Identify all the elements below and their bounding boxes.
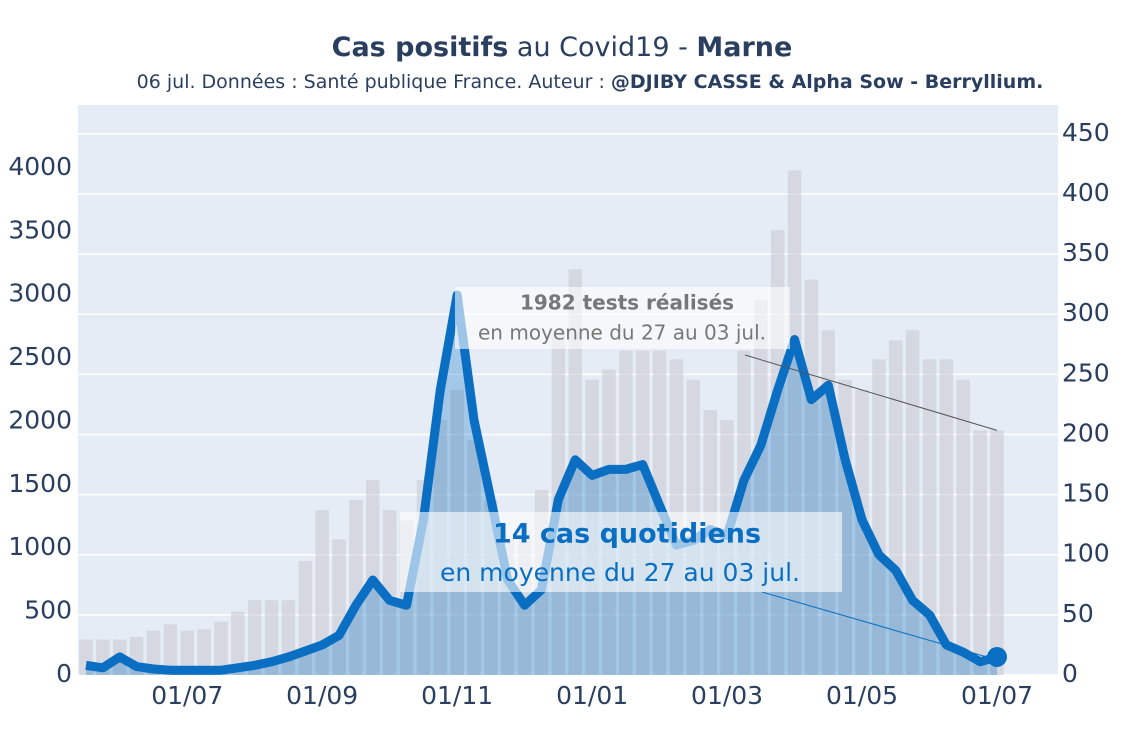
annotation-text: en moyenne du 27 au 03 jul. (478, 321, 766, 345)
y2-tick-label: 150 (1062, 479, 1110, 508)
subtitle-part: 06 jul. Données : Santé publique France.… (137, 71, 611, 93)
annotation-box (400, 512, 842, 592)
x-tick-label: 01/03 (691, 681, 763, 710)
y2-tick-label: 50 (1062, 599, 1094, 628)
y2-tick-label: 450 (1062, 118, 1110, 147)
y-tick-label: 500 (24, 596, 72, 625)
y2-tick-label: 200 (1062, 418, 1110, 447)
title-part: Cas positifs (332, 32, 509, 63)
y2-tick-label: 350 (1062, 238, 1110, 267)
test-bar (315, 510, 329, 675)
y-tick-label: 1500 (8, 469, 72, 498)
test-bar (922, 359, 937, 675)
y-tick-label: 1000 (8, 532, 72, 561)
x-tick-label: 01/07 (151, 681, 223, 710)
last-point (987, 646, 1007, 667)
y-tick-label: 2500 (8, 342, 72, 371)
annotation-title: 1982 tests réalisés (520, 291, 734, 315)
y-tick-label: 4000 (8, 152, 72, 181)
subtitle-part: @DJIBY CASSE & Alpha Sow - Berryllium. (611, 71, 1043, 93)
annotation-box (455, 287, 790, 349)
title-part: au Covid19 - (508, 32, 696, 63)
test-bar (349, 500, 363, 675)
title-part: Marne (696, 32, 792, 63)
test-bar (163, 624, 178, 675)
annotation-title: 14 cas quotidiens (493, 519, 761, 550)
annotation-text: en moyenne du 27 au 03 jul. (440, 558, 800, 587)
y2-tick-label: 250 (1062, 358, 1110, 387)
x-tick-label: 01/01 (556, 681, 628, 710)
y2-tick-label: 400 (1062, 178, 1110, 207)
y-tick-label: 2000 (8, 405, 72, 434)
y2-tick-label: 100 (1062, 539, 1110, 568)
x-tick-label: 01/09 (286, 681, 358, 710)
test-bar (197, 629, 211, 675)
test-bar (872, 359, 886, 675)
y2-tick-label: 300 (1062, 298, 1110, 327)
test-bar (855, 389, 869, 675)
x-tick-label: 01/05 (826, 681, 898, 710)
x-tick-label: 01/11 (421, 681, 493, 710)
test-bar (973, 430, 987, 675)
test-bar (146, 630, 161, 675)
test-bar (889, 340, 903, 675)
test-bar (990, 430, 1004, 675)
test-bar (247, 600, 262, 675)
test-bar (231, 611, 245, 675)
test-bar (956, 379, 971, 675)
x-tick-label: 01/07 (961, 681, 1033, 710)
annotation-arrow (761, 591, 988, 658)
test-bar (214, 621, 228, 675)
y-tick-label: 3500 (8, 215, 72, 244)
chart-subtitle: 06 jul. Données : Santé publique France.… (137, 71, 1044, 93)
annotation-arrow (744, 354, 998, 431)
test-bar (180, 630, 194, 675)
chart-title: Cas positifs au Covid19 - Marne (332, 32, 793, 63)
y2-tick-label: 0 (1062, 659, 1078, 688)
y-tick-label: 0 (56, 659, 72, 688)
test-bar (939, 359, 954, 675)
y-tick-label: 3000 (8, 279, 72, 308)
test-bar (382, 510, 397, 675)
